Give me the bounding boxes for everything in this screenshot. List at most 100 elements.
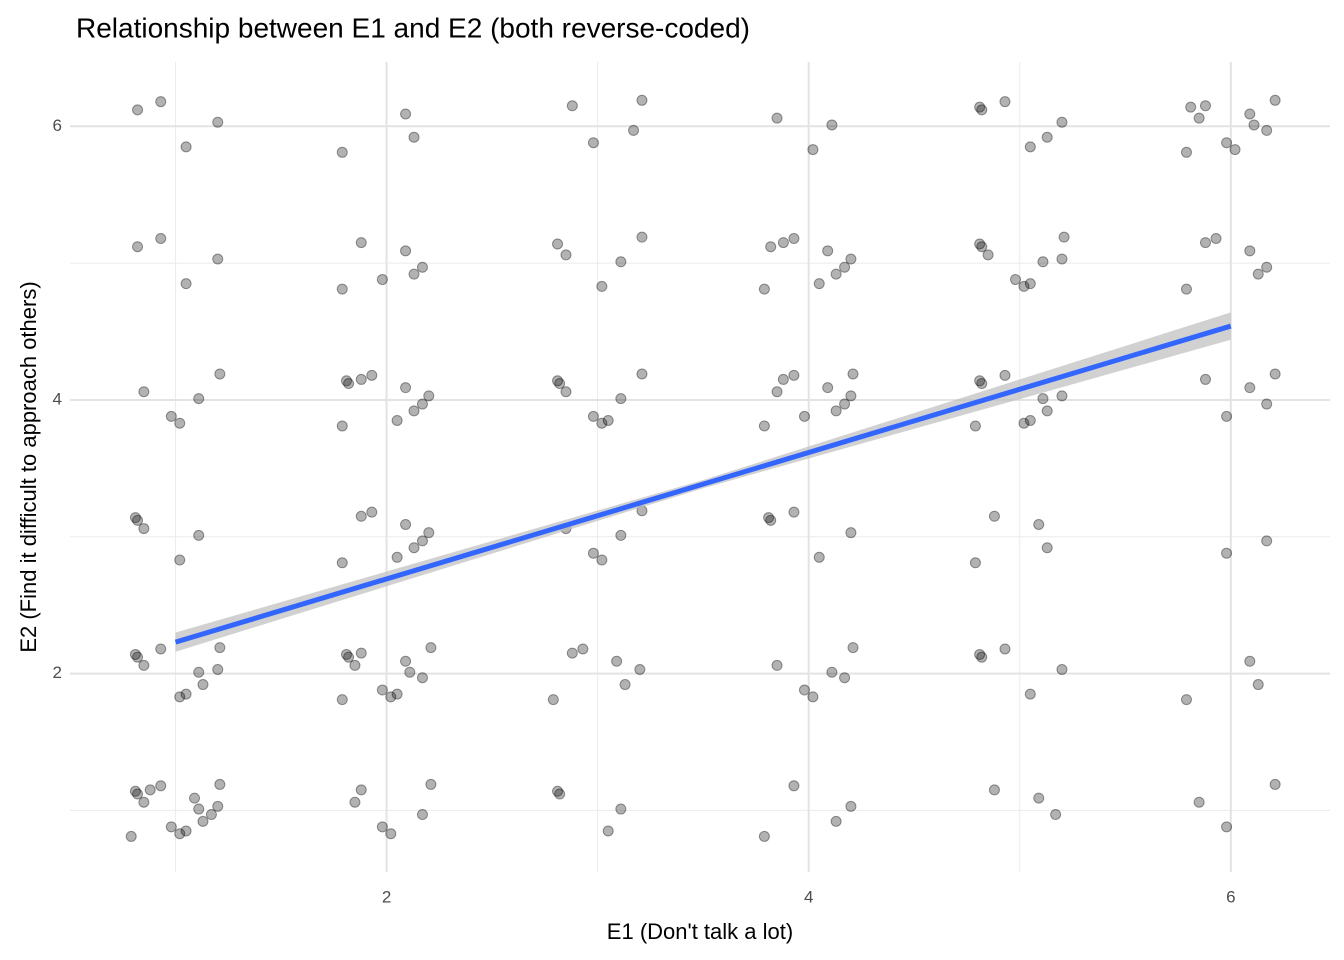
point (976, 651, 988, 663)
point (416, 809, 428, 821)
point (1037, 393, 1049, 405)
point (611, 655, 623, 667)
point (771, 386, 783, 398)
point (336, 420, 348, 432)
point (788, 369, 800, 381)
point (1018, 280, 1030, 292)
point (763, 512, 775, 524)
point (845, 253, 857, 265)
point (636, 94, 648, 106)
point (174, 828, 186, 840)
point (1056, 390, 1068, 402)
point (628, 124, 640, 136)
point (982, 249, 994, 261)
point (165, 821, 177, 833)
point (847, 368, 859, 380)
point (988, 784, 1000, 796)
point (619, 679, 631, 691)
point (144, 784, 156, 796)
y-tick-label: 6 (53, 116, 62, 135)
point (839, 261, 851, 273)
point (400, 382, 412, 394)
point (1024, 688, 1036, 700)
point (974, 238, 986, 250)
point (408, 542, 420, 554)
point (1244, 655, 1256, 667)
point (129, 512, 141, 524)
point (974, 648, 986, 660)
x-tick-label: 2 (382, 887, 391, 906)
point (758, 830, 770, 842)
point (826, 119, 838, 131)
point (132, 788, 144, 800)
point (1252, 268, 1264, 280)
point (193, 666, 205, 678)
point (376, 821, 388, 833)
point (423, 527, 435, 539)
point (636, 231, 648, 243)
point (1041, 131, 1053, 143)
point (765, 241, 777, 253)
point (1199, 373, 1211, 385)
point (999, 369, 1011, 381)
point (976, 104, 988, 116)
point (560, 249, 572, 261)
point (552, 238, 564, 250)
point (355, 373, 367, 385)
point (212, 116, 224, 128)
point (788, 506, 800, 518)
point (1244, 245, 1256, 257)
point (132, 104, 144, 116)
point (376, 274, 388, 286)
point (596, 280, 608, 292)
point (132, 514, 144, 526)
point (205, 809, 217, 821)
point (197, 815, 209, 827)
point (999, 643, 1011, 655)
point (155, 780, 167, 792)
point (615, 393, 627, 405)
point (138, 386, 150, 398)
point (771, 659, 783, 671)
point (193, 529, 205, 541)
point (1050, 809, 1062, 821)
point (1193, 112, 1205, 124)
point (180, 278, 192, 290)
x-axis-title: E1 (Don't talk a lot) (607, 919, 793, 944)
point (566, 100, 578, 112)
point (385, 691, 397, 703)
point (1056, 116, 1068, 128)
point (355, 510, 367, 522)
point (180, 141, 192, 153)
point (1010, 274, 1022, 286)
point (577, 643, 589, 655)
point (425, 642, 437, 654)
point (138, 523, 150, 535)
point (355, 647, 367, 659)
point (400, 108, 412, 120)
point (974, 101, 986, 113)
point (125, 830, 137, 842)
point (552, 375, 564, 387)
point (1261, 535, 1273, 547)
point (1221, 410, 1233, 422)
point (602, 414, 614, 426)
point (552, 785, 564, 797)
point (1269, 94, 1281, 106)
point (400, 245, 412, 257)
point (822, 245, 834, 257)
point (813, 551, 825, 563)
point (999, 96, 1011, 108)
point (355, 237, 367, 249)
point (813, 278, 825, 290)
point (615, 529, 627, 541)
point (602, 825, 614, 837)
point (758, 420, 770, 432)
point (830, 268, 842, 280)
point (554, 788, 566, 800)
point (132, 241, 144, 253)
point (1041, 542, 1053, 554)
point (845, 800, 857, 812)
point (1185, 101, 1197, 113)
point (138, 796, 150, 808)
